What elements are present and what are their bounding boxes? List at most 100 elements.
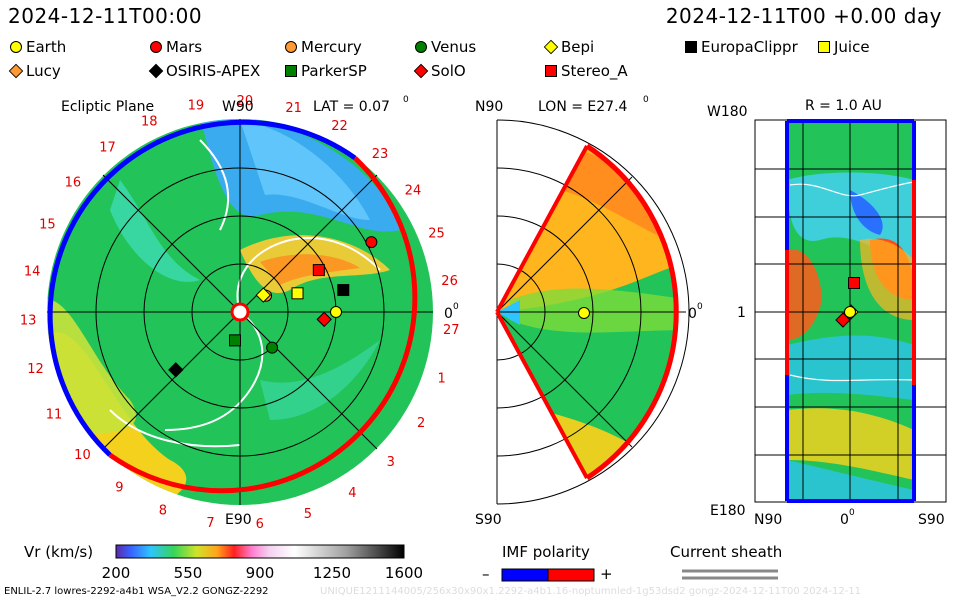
carrington-label: 25: [428, 227, 445, 242]
carrington-label: 14: [24, 264, 41, 279]
circle-marker-icon: [150, 41, 162, 53]
ecliptic-top-label: W90: [222, 99, 254, 115]
map-x-right: S90: [918, 512, 945, 528]
map-bottom-left-label: E180: [710, 503, 746, 519]
sheath-label: Current sheath: [670, 543, 783, 561]
map-x-mid: 0: [840, 512, 849, 528]
legend-label: ParkerSP: [301, 62, 367, 80]
colorbar-tick-label: 550: [174, 564, 203, 582]
carrington-label: 17: [99, 140, 116, 155]
legend-item-lucy: Lucy: [8, 62, 61, 80]
ecliptic-venus-marker: [266, 341, 279, 354]
colorbar-tick-label: 200: [102, 564, 131, 582]
ecliptic-bottom-label: E90: [225, 512, 252, 528]
carrington-label: 5: [304, 507, 312, 522]
map-top-left-label: W180: [707, 104, 748, 120]
carrington-label: 24: [405, 183, 422, 198]
ecliptic-earth-marker: [330, 306, 342, 318]
ecliptic-europaclippr-marker: [337, 284, 350, 297]
run-id: UNIQUE1211144005/256x30x90x1.2292-a4b1.1…: [320, 586, 862, 597]
ecliptic-osiris-apex-marker: [168, 362, 184, 378]
velocity-colorbar: [115, 544, 405, 559]
carrington-label: 19: [188, 99, 205, 114]
carrington-label: 18: [141, 114, 158, 129]
time-offset: 2024-12-11T00 +0.00 day: [665, 4, 942, 28]
legend-label: Juice: [834, 38, 870, 56]
map-x-mid-deg: 0: [849, 508, 855, 518]
carrington-label: 7: [206, 516, 214, 531]
longitude-deg: 0: [643, 95, 649, 105]
carrington-label: 22: [331, 119, 348, 134]
legend-item-parkersp: ParkerSP: [285, 62, 367, 80]
colorbar-tick-label: 900: [246, 564, 275, 582]
ecliptic-right-label: 0: [444, 306, 453, 322]
carrington-label: 10: [74, 448, 91, 463]
carrington-label: 11: [46, 408, 63, 423]
legend-item-solo: SolO: [413, 62, 466, 80]
legend-label: SolO: [431, 62, 466, 80]
legend-label: OSIRIS-APEX: [166, 62, 261, 80]
meridional-top-label: N90: [475, 99, 503, 115]
legend-label: Venus: [431, 38, 477, 56]
carrington-label: 27: [443, 323, 460, 338]
map-earth-marker: [844, 306, 856, 318]
carrington-label: 12: [27, 362, 44, 377]
meridional-bottom-label: S90: [475, 512, 502, 528]
ecliptic-solo-marker: [316, 311, 332, 328]
circle-marker-icon: [415, 41, 427, 53]
carrington-label: 6: [256, 517, 264, 532]
map-panel: [754, 119, 947, 503]
legend-item-bepi: Bepi: [543, 38, 595, 56]
legend-item-osiris-apex: OSIRIS-APEX: [148, 62, 261, 80]
meridional-panel: [495, 119, 690, 505]
carrington-label: 4: [348, 486, 356, 501]
ecliptic-panel: [47, 119, 433, 505]
legend: Earth Mars Mercury Venus Bepi EuropaClippr Jui…: [8, 38, 950, 86]
imf-plus: +: [600, 565, 613, 583]
legend-item-venus: Venus: [415, 38, 476, 56]
ecliptic-juice-marker: [291, 287, 304, 300]
ecliptic-right-deg: 0: [453, 302, 459, 312]
legend-label: Lucy: [26, 62, 61, 80]
legend-label: Mercury: [301, 38, 362, 56]
carrington-label: 2: [417, 416, 425, 431]
longitude-label: LON = E27.4: [538, 99, 628, 115]
ecliptic-parkersp-marker: [228, 334, 241, 347]
imf-minus: –: [482, 565, 490, 583]
carrington-label: 1: [437, 372, 445, 387]
carrington-label: 3: [387, 455, 395, 470]
map-x-left: N90: [754, 512, 782, 528]
square-marker-icon: [685, 41, 697, 53]
legend-item-stereo-a: Stereo_A: [545, 62, 628, 80]
imf-negative-swatch: [501, 568, 549, 582]
carrington-label: 15: [39, 218, 56, 233]
carrington-label: 20: [237, 94, 254, 109]
carrington-label: 26: [441, 274, 458, 289]
legend-item-europaclippr: EuropaClippr: [685, 38, 798, 56]
carrington-label: 9: [115, 480, 123, 495]
carrington-label: 23: [372, 147, 389, 162]
carrington-label: 13: [20, 313, 37, 328]
map-stereo-a-marker: [848, 277, 860, 289]
legend-label: EuropaClippr: [701, 38, 798, 56]
circle-marker-icon: [10, 41, 22, 53]
meridional-right-label: 0: [688, 306, 697, 322]
time-stamp: 2024-12-11T00:00: [8, 4, 203, 28]
legend-label: Stereo_A: [561, 62, 628, 80]
legend-label: Bepi: [561, 38, 595, 56]
carrington-longitude-labels: 19 20 212223242526271234567891011121314151…: [20, 94, 460, 532]
map-title: R = 1.0 AU: [805, 98, 882, 114]
meridional-right-deg: 0: [697, 302, 703, 312]
colorbar-label: Vr (km/s): [24, 543, 94, 561]
colorbar-tick-label: 1600: [385, 564, 423, 582]
map-mid-label: 1: [737, 305, 746, 321]
ecliptic-bepi-marker: [255, 287, 272, 303]
square-marker-icon: [818, 41, 830, 53]
imf-positive-swatch: [547, 568, 595, 582]
ecliptic-stereo-a-marker: [312, 264, 325, 277]
meridional-earth-marker: [578, 307, 590, 319]
square-marker-icon: [545, 65, 557, 77]
legend-item-earth: Earth: [10, 38, 66, 56]
colorbar-ticks: 200 550 900 1250 1600: [102, 564, 423, 582]
